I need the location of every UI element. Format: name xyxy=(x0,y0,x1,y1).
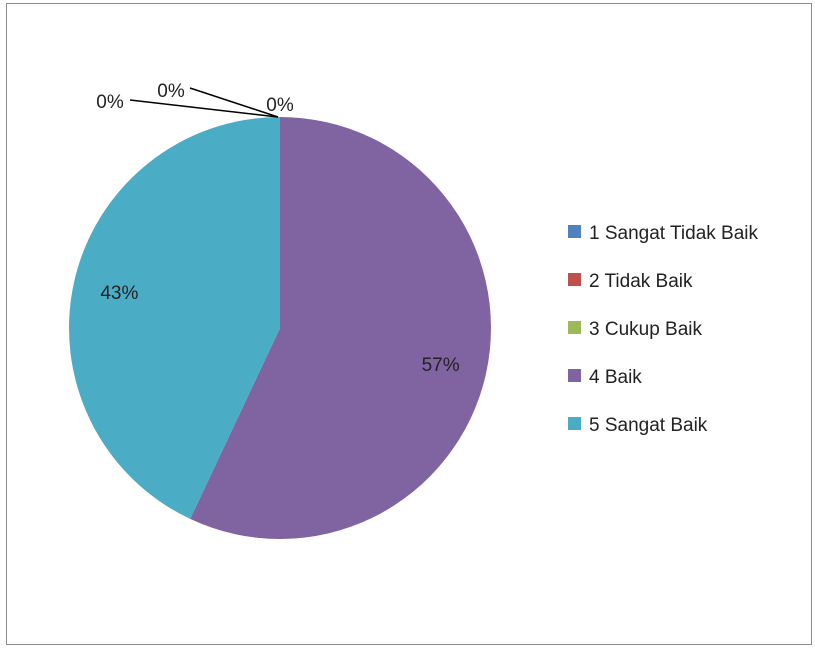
legend-label-5: 5 Sangat Baik xyxy=(589,415,708,436)
legend-swatch-1 xyxy=(568,225,581,238)
pie-slices xyxy=(68,117,491,539)
legend-label-1: 1 Sangat Tidak Baik xyxy=(589,223,758,244)
legend-swatch-4 xyxy=(568,369,581,382)
leader-line-2 xyxy=(189,87,279,118)
legend-swatch-5 xyxy=(568,417,581,430)
legend: 1 Sangat Tidak Baik 2 Tidak Baik 3 Cukup B… xyxy=(568,223,758,436)
legend-swatch-3 xyxy=(568,321,581,334)
pie-slice-5 xyxy=(68,117,280,519)
data-label-3: 0% xyxy=(266,95,294,116)
data-labels: 0% 0% 0% 57% 43% xyxy=(96,81,459,376)
legend-label-4: 4 Baik xyxy=(589,367,642,388)
leader-lines xyxy=(129,87,279,118)
leader-line-1 xyxy=(129,99,279,118)
data-label-2: 0% xyxy=(157,81,185,102)
data-label-4: 57% xyxy=(422,355,460,376)
pie-slice-4 xyxy=(190,117,491,539)
data-label-5: 43% xyxy=(100,283,138,304)
legend-label-3: 3 Cukup Baik xyxy=(589,319,703,340)
data-label-1: 0% xyxy=(96,92,124,113)
legend-label-2: 2 Tidak Baik xyxy=(589,271,693,292)
legend-swatch-2 xyxy=(568,273,581,286)
